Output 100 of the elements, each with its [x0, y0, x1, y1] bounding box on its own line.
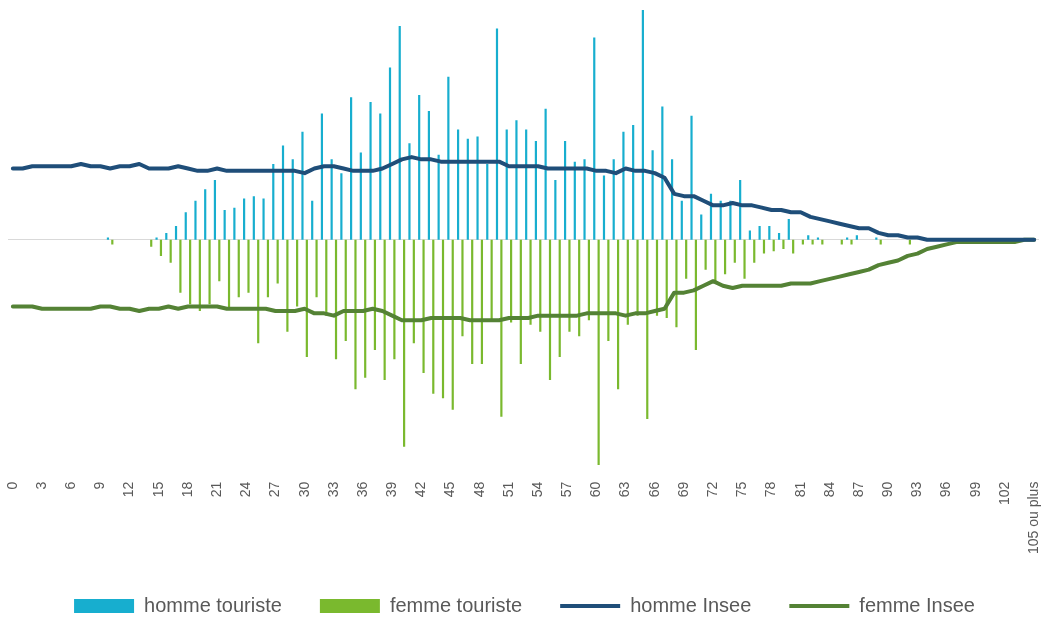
bar — [354, 239, 357, 390]
x-tick-label: 99 — [966, 481, 983, 498]
x-tick-label: 75 — [733, 481, 750, 498]
bar — [262, 198, 265, 240]
x-tick-label: 66 — [645, 481, 662, 498]
bar — [782, 239, 785, 249]
x-tick-label: 81 — [791, 481, 808, 498]
bar — [252, 196, 255, 240]
bar — [723, 239, 727, 275]
bar — [690, 115, 693, 240]
bar — [369, 101, 372, 240]
x-tick-label: 78 — [762, 481, 779, 498]
x-tick-label: 96 — [937, 481, 954, 498]
bar — [636, 239, 639, 316]
bar — [150, 239, 153, 247]
bar — [529, 239, 532, 325]
bar — [301, 131, 304, 240]
bar — [461, 239, 464, 337]
x-tick-label: 54 — [528, 481, 545, 498]
legend-label: homme Insee — [630, 593, 752, 616]
x-tick-label: 69 — [674, 481, 691, 498]
x-tick-label: 0 — [3, 481, 20, 490]
x-tick-label: 45 — [441, 481, 458, 498]
bar — [276, 239, 279, 284]
bar — [675, 239, 678, 328]
x-tick-label: 60 — [587, 481, 604, 498]
bar — [247, 239, 250, 293]
bar — [641, 10, 644, 240]
bar — [753, 239, 756, 263]
bar — [165, 232, 168, 240]
x-tick-label: 24 — [237, 481, 254, 498]
bar — [237, 239, 240, 298]
x-tick-label: 42 — [412, 481, 429, 498]
bar — [762, 239, 766, 254]
x-tick-label: 84 — [820, 481, 837, 498]
bar — [169, 239, 172, 263]
bar — [408, 143, 411, 240]
bar — [179, 239, 182, 293]
bar — [743, 239, 746, 279]
bar — [593, 37, 596, 240]
bar — [733, 239, 736, 263]
bar — [296, 239, 299, 307]
bar — [233, 207, 236, 240]
bar — [266, 239, 270, 298]
x-tick-label: 57 — [558, 481, 575, 498]
x-tick-label: 63 — [616, 481, 633, 498]
bar — [685, 239, 688, 279]
x-tick-label: 27 — [266, 481, 283, 498]
bar — [204, 189, 207, 240]
x-tick-label: 21 — [207, 481, 224, 498]
bar — [476, 136, 479, 240]
x-tick-label: 93 — [908, 481, 925, 498]
bar — [311, 200, 314, 240]
x-tick-label: 105 ou plus — [1024, 481, 1041, 555]
bar — [194, 200, 197, 240]
bar — [213, 180, 217, 240]
bar — [855, 235, 858, 240]
x-tick-label: 12 — [120, 481, 137, 498]
bar — [403, 239, 406, 447]
x-tick-label: 30 — [295, 481, 312, 498]
bar — [208, 239, 211, 305]
x-tick-label: 36 — [353, 481, 370, 498]
bar — [174, 226, 178, 240]
bar — [155, 237, 158, 240]
x-tick-label: 48 — [470, 481, 487, 498]
bar — [388, 67, 392, 240]
x-tick-label: 3 — [32, 481, 49, 490]
x-tick-label: 39 — [383, 481, 400, 498]
bar — [422, 239, 425, 374]
bar — [850, 239, 853, 245]
x-tick-label: 102 — [995, 481, 1012, 505]
bar — [704, 239, 707, 270]
bar — [189, 239, 192, 305]
bar — [787, 219, 790, 240]
bar — [515, 120, 518, 240]
bar — [758, 226, 761, 240]
x-tick-label: 9 — [91, 481, 108, 490]
bar — [622, 131, 625, 240]
x-tick-label: 33 — [324, 481, 341, 498]
x-tick-label: 51 — [499, 481, 516, 498]
bar — [486, 163, 489, 240]
x-tick-label: 6 — [62, 481, 79, 490]
bar — [223, 209, 226, 240]
bar — [495, 28, 499, 240]
bar — [748, 230, 751, 240]
legend-label: femme touriste — [389, 593, 523, 616]
x-tick-label: 90 — [879, 481, 896, 498]
bar — [315, 239, 318, 298]
bar — [792, 239, 795, 254]
bar — [700, 214, 703, 240]
bar — [768, 226, 771, 240]
legend-label: homme touriste — [144, 593, 282, 616]
bar — [597, 239, 600, 466]
x-tick-label: 18 — [178, 481, 195, 498]
bar — [807, 235, 810, 240]
bar — [184, 212, 187, 240]
legend-label: femme Insee — [859, 593, 975, 616]
x-tick-label: 15 — [149, 481, 166, 498]
x-tick-label: 87 — [849, 481, 866, 498]
bar — [777, 232, 781, 240]
